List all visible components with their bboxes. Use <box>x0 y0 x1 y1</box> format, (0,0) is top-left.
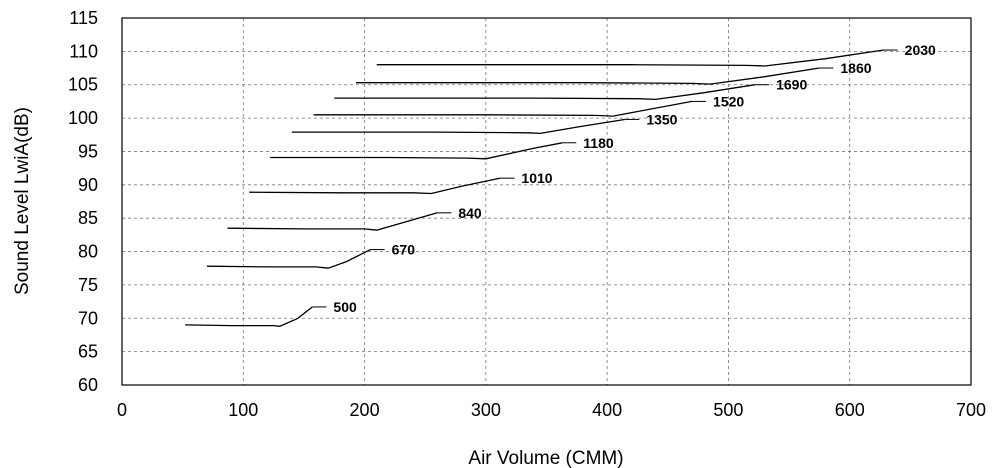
series-label-1350: 1350 <box>646 111 677 127</box>
y-tick-label: 60 <box>78 375 98 395</box>
series-line-1180 <box>270 142 563 160</box>
y-tick-label: 80 <box>78 242 98 262</box>
series-line-1690 <box>334 84 756 101</box>
series-group: 500 670 840 1010 1180 1350 1520 1690 1860 2030 <box>185 42 936 327</box>
y-tick-label: 110 <box>69 41 98 61</box>
grid <box>122 18 971 385</box>
series-label-1690: 1690 <box>776 77 807 93</box>
y-tick-label: 100 <box>68 108 98 128</box>
series-label-2030: 2030 <box>905 42 936 58</box>
y-axis: 60 65 70 75 80 85 90 95 100 105 110 115 <box>68 8 98 395</box>
y-tick-label: 95 <box>78 141 98 161</box>
series-line-1010 <box>249 177 501 195</box>
y-tick-label: 90 <box>78 175 98 195</box>
series-label-1010: 1010 <box>521 170 552 186</box>
series-label-500: 500 <box>333 299 357 315</box>
y-axis-title: Sound Level LwiA(dB) <box>12 107 33 295</box>
y-tick-label: 65 <box>78 342 98 362</box>
x-axis: 0 100 200 300 400 500 600 700 <box>117 400 986 420</box>
x-tick-label: 700 <box>956 400 986 420</box>
x-tick-label: 200 <box>350 400 380 420</box>
y-tick-label: 85 <box>78 208 98 228</box>
series-label-1180: 1180 <box>583 135 614 151</box>
x-tick-label: 300 <box>471 400 501 420</box>
series-label-1520: 1520 <box>713 93 744 109</box>
x-tick-label: 500 <box>713 400 743 420</box>
series-line-2030 <box>376 49 884 67</box>
x-tick-label: 400 <box>592 400 622 420</box>
x-axis-title: Air Volume (CMM) <box>468 448 623 468</box>
x-tick-label: 600 <box>835 400 865 420</box>
series-line-1860 <box>356 67 820 85</box>
series-line-1520 <box>313 100 693 117</box>
series-line-1350 <box>291 118 626 135</box>
x-tick-label: 100 <box>228 400 258 420</box>
series-line-500 <box>185 306 313 327</box>
series-label-670: 670 <box>392 242 416 258</box>
series-line-840 <box>227 212 438 231</box>
y-tick-label: 70 <box>78 308 98 328</box>
series-label-840: 840 <box>458 205 482 221</box>
x-tick-label: 0 <box>117 400 127 420</box>
y-tick-label: 75 <box>78 275 98 295</box>
y-tick-label: 115 <box>69 8 98 28</box>
series-label-1860: 1860 <box>840 60 871 76</box>
y-tick-label: 105 <box>68 75 98 95</box>
series-line-670 <box>206 248 371 269</box>
plot-area <box>121 17 972 386</box>
